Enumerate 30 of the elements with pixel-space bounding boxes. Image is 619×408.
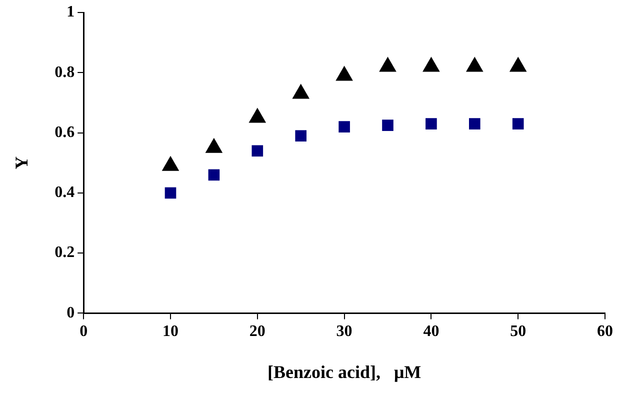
x-tick-label: 0: [80, 322, 88, 340]
x-tick-label: 20: [249, 322, 266, 340]
y-tick-label: 0: [66, 304, 75, 322]
point: [468, 118, 480, 130]
point: [208, 169, 220, 181]
point: [164, 187, 176, 199]
x-tick-label: 50: [510, 322, 526, 340]
y-tick-label: 0.8: [54, 64, 75, 81]
point: [422, 56, 440, 72]
point: [295, 130, 307, 142]
y-tick-label: 1: [66, 4, 75, 21]
point: [509, 56, 527, 72]
point: [338, 121, 350, 132]
point: [336, 66, 353, 81]
point: [382, 120, 394, 131]
point: [426, 118, 437, 130]
x-axis-title: [Benzoic acid], μM: [267, 362, 422, 382]
point: [379, 56, 396, 72]
point: [252, 145, 264, 157]
point: [466, 56, 484, 72]
x-tick-label: 30: [336, 322, 352, 340]
y-tick-label: 0.6: [54, 124, 75, 141]
point: [512, 118, 524, 130]
y-tick-label: 0.2: [54, 244, 75, 262]
x-tick-label: 10: [162, 322, 178, 340]
point: [292, 84, 310, 99]
y-tick-label: 0.4: [54, 184, 75, 202]
x-tick-label: 40: [423, 322, 440, 340]
y-axis-title: Y: [11, 156, 32, 170]
x-tick-label: 60: [597, 322, 613, 340]
